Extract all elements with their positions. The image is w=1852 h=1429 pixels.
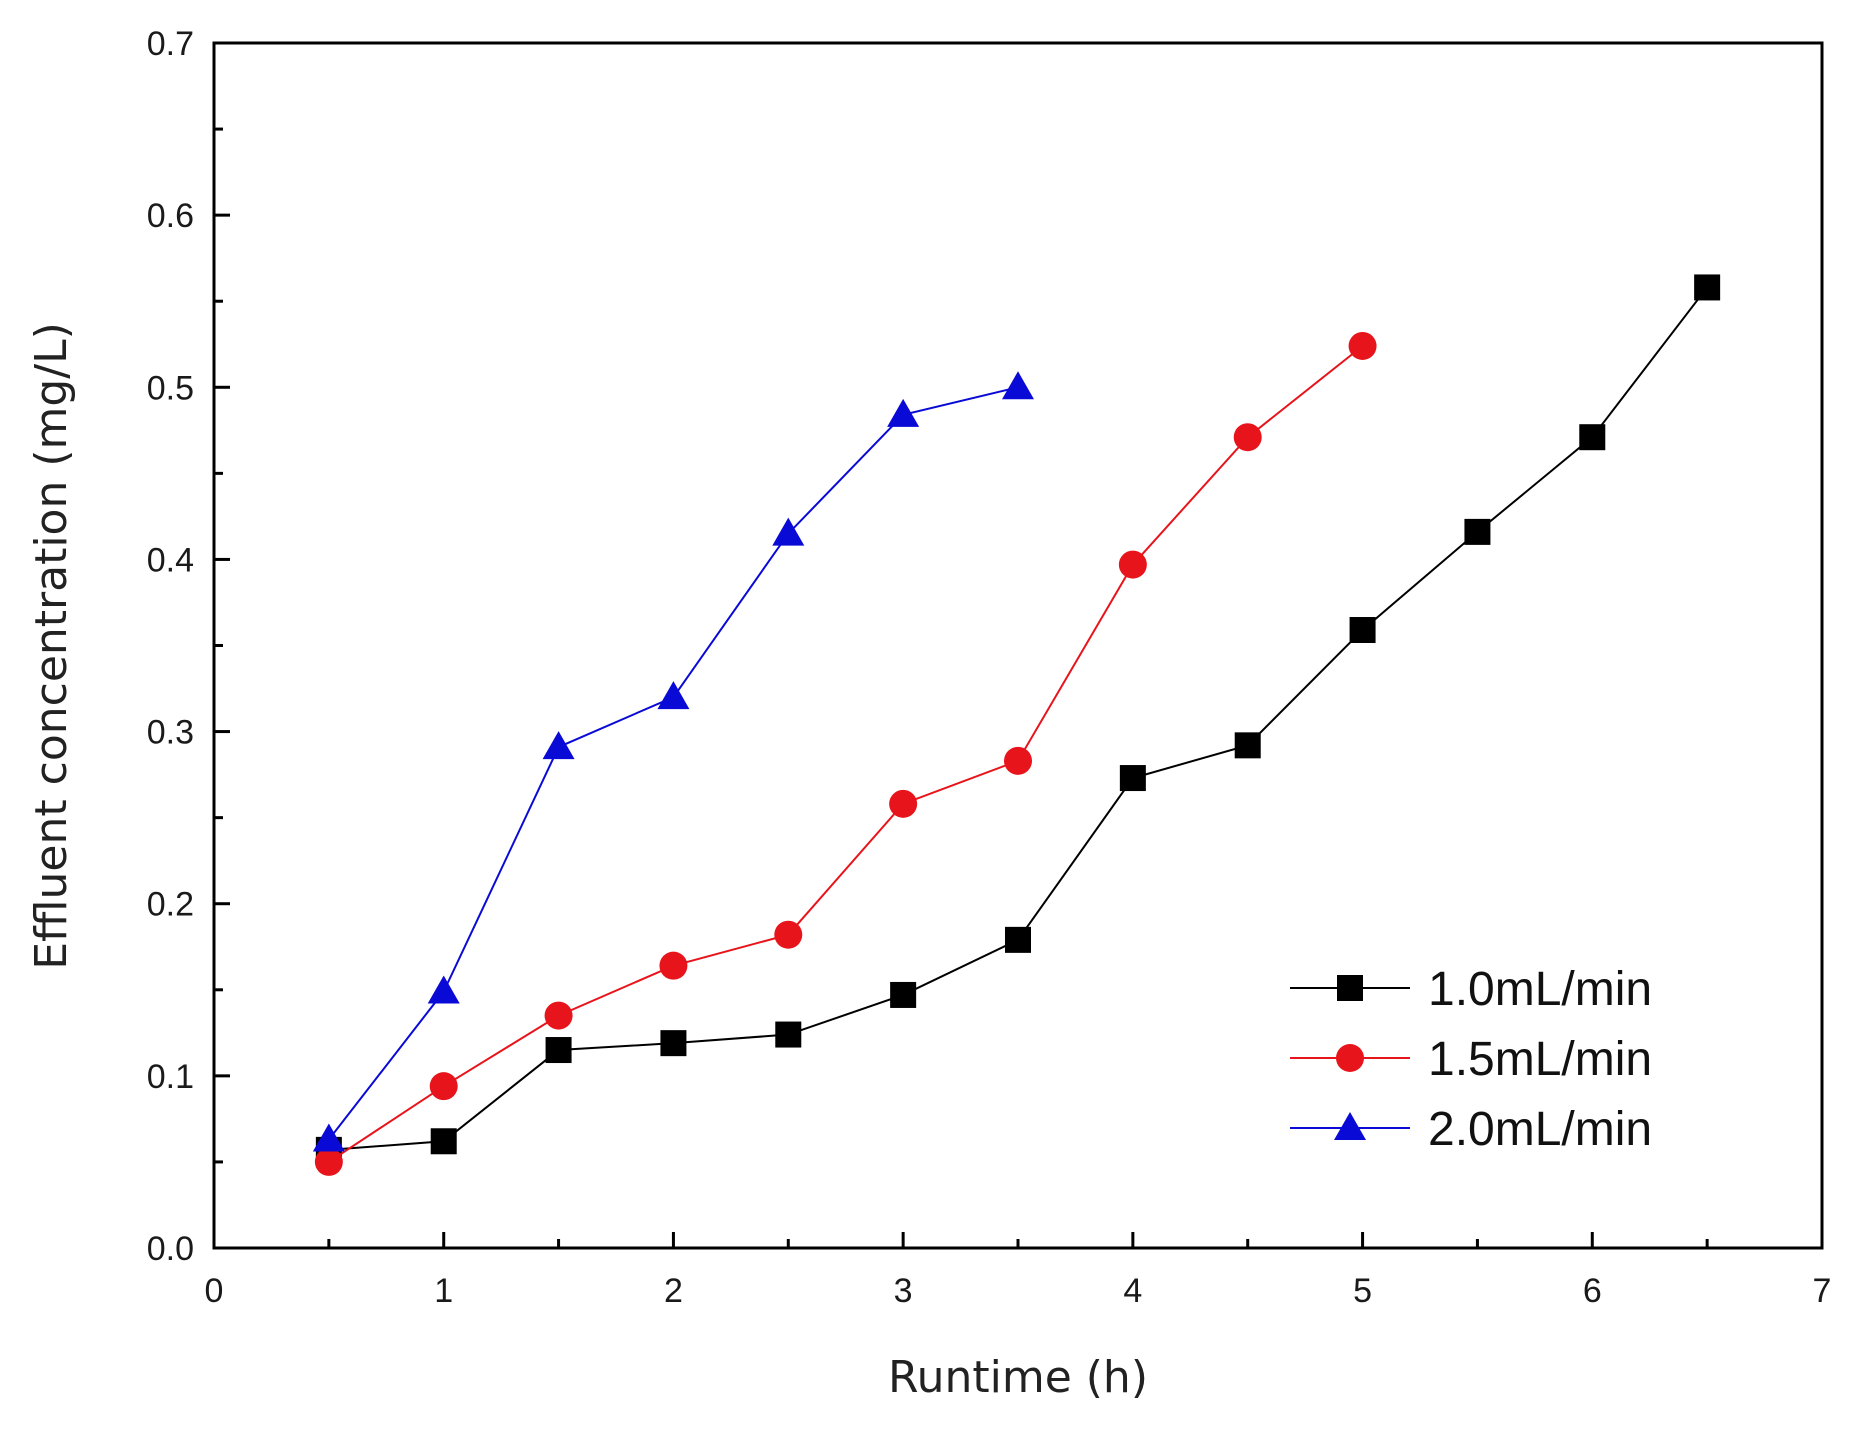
legend-item: 1.0mL/min (1290, 963, 1652, 1016)
x-tick-label: 4 (1123, 1272, 1142, 1310)
data-point (544, 1001, 573, 1030)
legend-marker (1336, 1044, 1364, 1072)
x-axis-title: Runtime (h) (888, 1352, 1148, 1403)
series-line (328, 386, 1019, 1141)
data-point (1118, 550, 1147, 579)
data-point (1234, 732, 1261, 759)
data-point (1694, 274, 1721, 301)
axis-ticks (212, 41, 1824, 1250)
data-point (887, 398, 920, 427)
x-tick-label: 3 (894, 1272, 913, 1310)
legend-marker (1334, 1112, 1366, 1140)
data-point (1005, 926, 1031, 953)
data-point (772, 517, 805, 546)
x-tick-labels: 0 1 2 3 4 5 6 7 (205, 1272, 1832, 1310)
series-2.0mL/min (312, 371, 1034, 1152)
legend: 1.0mL/min 1.5mL/min 2.0mL/min (1290, 963, 1652, 1156)
data-point (1119, 765, 1146, 792)
data-point (545, 1037, 572, 1064)
y-tick-label: 0.1 (147, 1058, 194, 1096)
legend-label: 2.0mL/min (1428, 1103, 1652, 1156)
x-tick-label: 7 (1813, 1272, 1832, 1310)
series-1.0mL/min (315, 274, 1721, 1163)
series-line (328, 345, 1364, 1163)
x-tick-label: 0 (205, 1272, 224, 1310)
data-point (889, 789, 918, 818)
data-point (1349, 617, 1376, 644)
data-point (1004, 746, 1032, 775)
data-point (775, 1021, 802, 1048)
legend-label: 1.5mL/min (1428, 1033, 1652, 1086)
y-tick-label: 0.4 (147, 541, 194, 579)
y-axis-title: Effluent concentration (mg/L) (26, 322, 77, 970)
series-1.5mL/min (314, 331, 1377, 1176)
data-point (430, 1128, 457, 1155)
y-tick-labels: 0.0 0.1 0.2 0.3 0.4 0.5 0.6 0.7 (147, 25, 194, 1268)
data-point (1348, 331, 1377, 360)
x-tick-label: 6 (1583, 1272, 1602, 1310)
data-point (659, 951, 688, 980)
data-point (1464, 518, 1491, 545)
y-tick-label: 0.7 (147, 25, 194, 63)
legend-item: 2.0mL/min (1290, 1103, 1652, 1156)
data-point (427, 975, 460, 1004)
series-layer (312, 274, 1721, 1176)
legend-item: 1.5mL/min (1290, 1033, 1652, 1086)
data-point (1002, 371, 1034, 400)
legend-label: 1.0mL/min (1428, 963, 1652, 1016)
data-point (312, 1123, 345, 1152)
x-tick-label: 5 (1353, 1272, 1372, 1310)
data-point (429, 1072, 458, 1101)
data-point (774, 920, 803, 949)
data-point (1233, 423, 1262, 452)
data-point (890, 981, 917, 1008)
y-tick-label: 0.2 (147, 886, 194, 924)
data-point (660, 1030, 687, 1057)
data-point (314, 1147, 343, 1176)
x-tick-label: 2 (664, 1272, 683, 1310)
series-line (328, 286, 1708, 1151)
legend-marker (1337, 975, 1363, 1001)
y-tick-label: 0.3 (147, 714, 194, 752)
y-tick-label: 0.6 (147, 197, 194, 235)
x-tick-label: 1 (434, 1272, 453, 1310)
data-point (657, 681, 690, 710)
y-tick-label: 0.5 (147, 369, 194, 407)
data-point (542, 731, 575, 760)
data-point (1579, 424, 1606, 451)
y-tick-label: 0.0 (147, 1230, 194, 1268)
